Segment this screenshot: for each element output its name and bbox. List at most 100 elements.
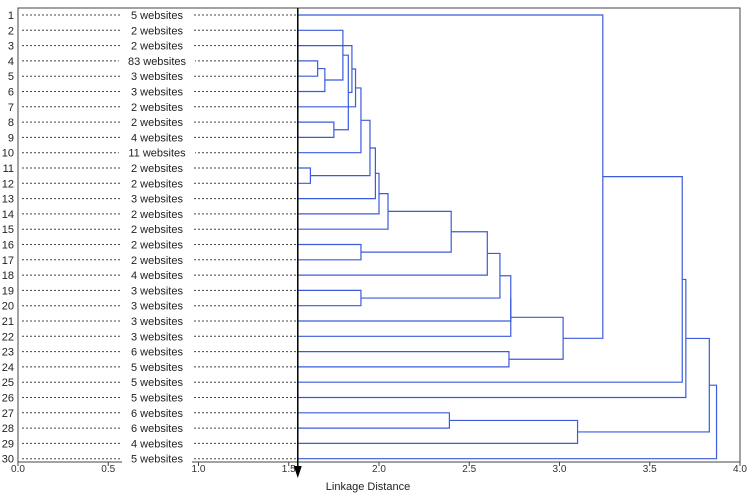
leaf-label-bg xyxy=(122,238,192,251)
leaf-id: 4 xyxy=(8,56,14,68)
x-tick-label: 3.0 xyxy=(553,464,567,475)
leaf-id: 20 xyxy=(2,301,14,313)
leaf-label: 3 websites xyxy=(131,316,183,328)
leaf-label-bg xyxy=(122,116,192,129)
leaf-id: 9 xyxy=(8,132,14,144)
x-tick-label: 0.5 xyxy=(101,464,115,475)
leaf-label: 2 websites xyxy=(131,25,183,37)
leaf-label-bg xyxy=(122,437,192,450)
leaf-label: 3 websites xyxy=(131,301,183,313)
leaf-label-bg xyxy=(122,330,192,343)
leaf-id: 23 xyxy=(2,347,14,359)
x-axis: 0.0 0.5 1.0 1.5 2.0 2.5 3.0 3.5 4.0 xyxy=(11,462,747,475)
leaf-label: 11 websites xyxy=(128,148,186,160)
leaf-label-bg xyxy=(122,9,192,21)
leaf-label-bg xyxy=(122,39,192,52)
leaf-label-bg xyxy=(122,100,192,113)
cut-arrow-icon xyxy=(293,466,302,478)
dendrogram-link xyxy=(297,384,718,460)
leaf-label: 2 websites xyxy=(131,255,183,267)
leaf-label: 6 websites xyxy=(131,423,183,435)
leaf-id: 7 xyxy=(8,102,14,114)
leaf-label-bg xyxy=(118,146,196,159)
dendrogram-link xyxy=(297,289,362,307)
leaf-label-bg xyxy=(122,162,192,174)
x-tick-label: 4.0 xyxy=(733,464,747,475)
leaf-label: 5 websites xyxy=(131,377,183,389)
leaf-label-bg xyxy=(122,360,192,373)
leaf-label-bg xyxy=(122,131,192,144)
leaf-label-bg xyxy=(122,345,192,358)
dendrogram-link xyxy=(360,210,452,253)
leaf-label-bg xyxy=(122,223,192,236)
leaf-label: 2 websites xyxy=(131,102,183,114)
x-tick-label: 1.5 xyxy=(282,464,296,475)
dendrogram-link xyxy=(297,298,512,337)
dendrogram-link xyxy=(508,316,564,360)
leaf-id: 3 xyxy=(8,41,14,53)
leaf-label-bg xyxy=(122,269,192,282)
dendrogram-link xyxy=(297,243,362,261)
leaf-label: 6 websites xyxy=(131,347,183,359)
dendrogram-link xyxy=(297,29,344,81)
leaf-label-bg xyxy=(122,422,192,435)
x-tick-label: 1.0 xyxy=(192,464,206,475)
x-tick-label: 2.0 xyxy=(372,464,386,475)
leaf-label-bg xyxy=(122,299,192,312)
x-axis-label: Linkage Distance xyxy=(326,481,410,493)
leaf-label: 2 websites xyxy=(131,117,183,129)
dendrogram-link xyxy=(297,14,604,339)
leaf-label: 3 websites xyxy=(131,194,183,206)
leaf-id: 25 xyxy=(2,377,14,389)
leaf-label-bg xyxy=(122,406,192,419)
leaf-id: 16 xyxy=(2,240,14,252)
dendrogram-links xyxy=(297,14,718,460)
leaf-id: 15 xyxy=(2,224,14,236)
x-tick-label: 3.5 xyxy=(643,464,657,475)
leaf-label-bg xyxy=(122,70,192,83)
leaf-id: 29 xyxy=(2,438,14,450)
leaf-id: 14 xyxy=(2,209,14,221)
leaf-label-bg xyxy=(122,85,192,98)
x-tick-label: 2.5 xyxy=(462,464,476,475)
leaf-label: 2 websites xyxy=(131,178,183,190)
leaf-label: 2 websites xyxy=(131,41,183,53)
leaf-id: 12 xyxy=(2,178,14,190)
leaf-label-bg xyxy=(122,192,192,205)
dendrogram-link xyxy=(360,252,501,299)
leaf-id: 13 xyxy=(2,194,14,206)
dendrogram-link xyxy=(297,412,450,429)
leaf-label-bg xyxy=(122,207,192,220)
leaf-label-bg xyxy=(122,24,192,37)
leaf-label-bg xyxy=(122,177,192,190)
leaf-label: 5 websites xyxy=(131,10,183,22)
dendrogram-link xyxy=(297,68,357,108)
leaf-label: 3 websites xyxy=(131,71,183,83)
leaf-id: 8 xyxy=(8,117,14,129)
dendrogram-link xyxy=(297,121,335,138)
dendrogram-link xyxy=(333,54,349,131)
leaf-id: 28 xyxy=(2,423,14,435)
leaf-id: 18 xyxy=(2,270,14,282)
leaf-label: 5 websites xyxy=(131,393,183,405)
dendrogram-link xyxy=(297,60,319,77)
x-tick-label: 0.0 xyxy=(11,464,25,475)
dendrogram-link xyxy=(297,419,579,444)
leaf-label-bg xyxy=(122,376,192,389)
leaf-id: 2 xyxy=(8,25,14,37)
leaf-label-bg xyxy=(122,253,192,266)
leaf-label-bg xyxy=(122,315,192,327)
dendrogram-link xyxy=(297,231,488,276)
leaf-label: 4 websites xyxy=(131,132,183,144)
leaf-id: 27 xyxy=(2,408,14,420)
leaf-id: 17 xyxy=(2,255,14,267)
leaf-label: 5 websites xyxy=(131,362,183,374)
leaf-id: 30 xyxy=(2,454,14,466)
leaf-label-bg xyxy=(118,54,196,67)
leaf-label-bg xyxy=(122,284,192,297)
leaf-id: 22 xyxy=(2,331,14,343)
leaf-label: 3 websites xyxy=(131,87,183,99)
leaf-label: 2 websites xyxy=(131,224,183,236)
leaf-label: 83 websites xyxy=(128,56,187,68)
